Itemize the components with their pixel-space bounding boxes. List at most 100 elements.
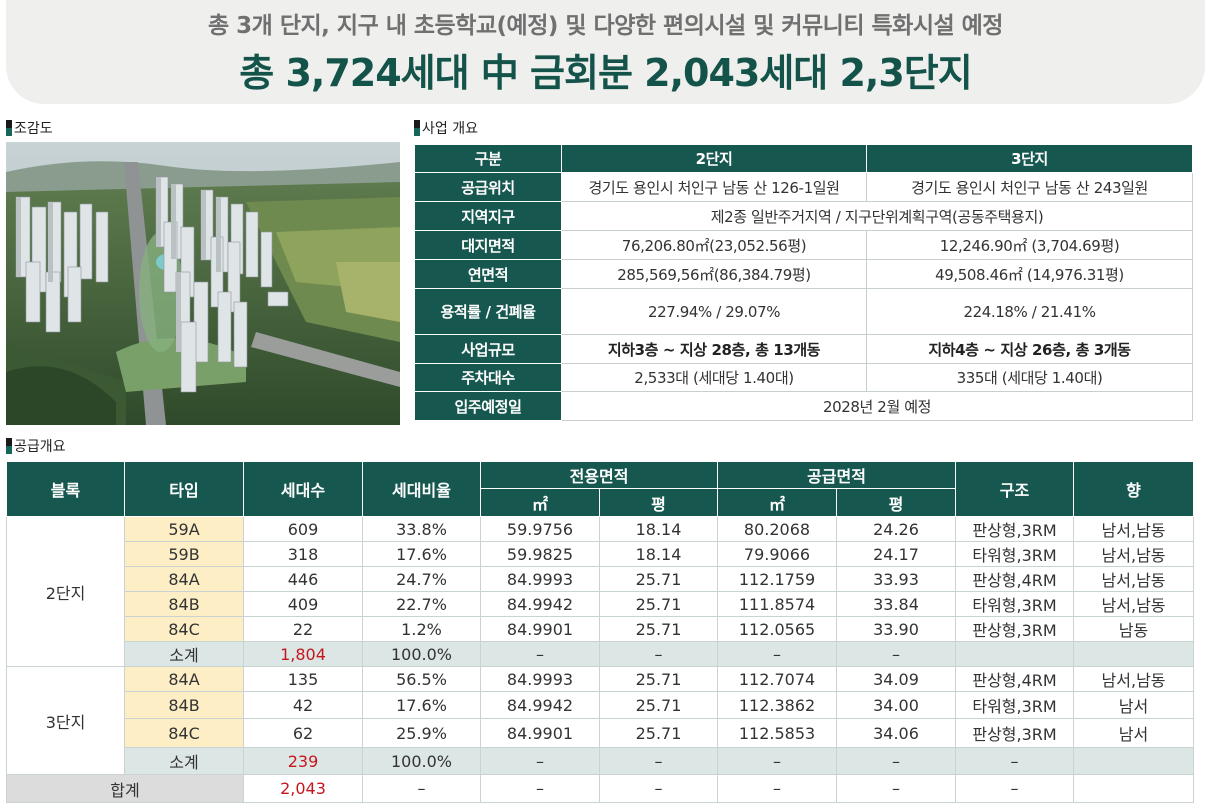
units-cell: 22: [243, 616, 363, 642]
subtotal-cell: [1073, 747, 1195, 775]
cell-value: 제2종 일반주거지역 / 지구단위계획구역(공동주택용지): [561, 201, 1193, 231]
table-row: 공급위치 경기도 용인시 처인구 남동 산 126-1일원 경기도 용인시 처인…: [414, 172, 1193, 202]
cell-value: 12,246.90㎡ (3,704.69평): [866, 230, 1193, 260]
supply-sqm-cell: 112.1759: [717, 566, 838, 592]
row-label: 연면적: [414, 259, 562, 289]
exclusive-pyeong-cell: 18.14: [598, 541, 719, 567]
total-cell: –: [717, 774, 838, 803]
ratio-cell: 24.7%: [362, 566, 481, 592]
type-cell: 84C: [124, 616, 244, 642]
header-block2: 2단지: [561, 144, 867, 173]
header-units: 세대수: [243, 461, 363, 517]
cell-value: 지하3층 ~ 지상 28층, 총 13개동: [561, 334, 867, 364]
cell-value: 227.94% / 29.07%: [561, 288, 867, 335]
cell-value: 지하4층 ~ 지상 26층, 총 3개동: [866, 334, 1193, 364]
section-supply-label: 공급개요: [6, 437, 66, 455]
section-overview-label: 사업 개요: [414, 119, 478, 137]
type-cell: 84A: [124, 566, 244, 592]
total-cell: –: [362, 774, 481, 803]
total-cell: [1073, 774, 1195, 803]
supply-pyeong-cell: 33.84: [836, 591, 957, 617]
total-cell: –: [955, 774, 1075, 803]
banner-subtitle: 총 3개 단지, 지구 내 초등학교(예정) 및 다양한 편의시설 및 커뮤니티…: [208, 13, 1003, 39]
type-cell: 59A: [124, 516, 244, 542]
ratio-cell: 56.5%: [362, 666, 481, 692]
subtotal-cell: –: [836, 747, 957, 775]
ratio-cell: 22.7%: [362, 591, 481, 617]
cell-value: 285,569,56㎡(86,384.79평): [561, 259, 867, 289]
direction-cell: 남서,남동: [1073, 516, 1195, 542]
exclusive-sqm-cell: 84.9993: [480, 566, 600, 592]
ratio-cell: 1.2%: [362, 616, 481, 642]
cell-value: 경기도 용인시 처인구 남동 산 126-1일원: [561, 172, 867, 202]
row-label: 사업규모: [414, 334, 562, 364]
units-cell: 409: [243, 591, 363, 617]
row-label: 입주예정일: [414, 391, 562, 421]
header-direction: 향: [1073, 461, 1195, 517]
units-cell: 609: [243, 516, 363, 542]
table-row: 84B 42 17.6% 84.9942 25.71 112.3862 34.0…: [7, 691, 1195, 719]
ratio-cell: 17.6%: [362, 691, 481, 719]
block-name: 2단지: [6, 516, 125, 667]
subtotal-cell: –: [480, 747, 600, 775]
exclusive-pyeong-cell: 25.71: [598, 666, 719, 692]
ratio-cell: 25.9%: [362, 718, 481, 748]
subtotal-row: 소계 1,804 100.0% – – – –: [7, 641, 1195, 667]
total-cell: –: [598, 774, 719, 803]
header-pyeong: 평: [836, 488, 957, 517]
direction-cell: 남동: [1073, 616, 1195, 642]
exclusive-sqm-cell: 84.9901: [480, 718, 600, 748]
cell-value: 경기도 용인시 처인구 남동 산 243일원: [866, 172, 1193, 202]
direction-cell: 남서,남동: [1073, 666, 1195, 692]
row-label: 공급위치: [414, 172, 562, 202]
table-row: 84C 22 1.2% 84.9901 25.71 112.0565 33.90…: [7, 616, 1195, 642]
exclusive-pyeong-cell: 25.71: [598, 591, 719, 617]
subtotal-cell: –: [480, 641, 600, 667]
structure-cell: 타워형,3RM: [955, 591, 1075, 617]
subtotal-cell: –: [836, 641, 957, 667]
table-row: 84B 409 22.7% 84.9942 25.71 111.8574 33.…: [7, 591, 1195, 617]
units-cell: 62: [243, 718, 363, 748]
supply-sqm-cell: 80.2068: [717, 516, 838, 542]
header-supply-area: 공급면적: [717, 461, 957, 489]
header-block: 블록: [6, 461, 125, 517]
section-marker-icon: [6, 120, 12, 136]
header-exclusive-area: 전용면적: [479, 461, 719, 489]
structure-cell: 판상형,3RM: [955, 616, 1075, 642]
exclusive-pyeong-cell: 25.71: [598, 616, 719, 642]
exclusive-sqm-cell: 59.9756: [480, 516, 600, 542]
table-row: 사업규모 지하3층 ~ 지상 28층, 총 13개동 지하4층 ~ 지상 26층…: [414, 334, 1193, 364]
section-aerial-label: 조감도: [6, 119, 53, 137]
subtotal-label: 소계: [124, 641, 244, 667]
top-banner: 총 3개 단지, 지구 내 초등학교(예정) 및 다양한 편의시설 및 커뮤니티…: [6, 0, 1205, 104]
supply-sqm-cell: 112.5853: [717, 718, 838, 748]
subtotal-label: 소계: [124, 747, 244, 775]
banner-title: 총 3,724세대 中 금회분 2,043세대 2,3단지: [239, 51, 972, 95]
table-header-row: ㎡ 평 ㎡ 평: [7, 488, 1194, 517]
total-cell: –: [836, 774, 957, 803]
direction-cell: 남서,남동: [1073, 566, 1195, 592]
subtotal-cell: –: [955, 747, 1075, 775]
exclusive-sqm-cell: 59.9825: [480, 541, 600, 567]
exclusive-sqm-cell: 84.9942: [480, 591, 600, 617]
subtotal-cell: [1073, 641, 1195, 667]
structure-cell: 타워형,3RM: [955, 691, 1075, 719]
subtotal-units: 239: [243, 747, 363, 775]
table-row: 지역지구 제2종 일반주거지역 / 지구단위계획구역(공동주택용지): [414, 201, 1193, 231]
row-label: 지역지구: [414, 201, 562, 231]
exclusive-pyeong-cell: 25.71: [598, 691, 719, 719]
subtotal-row: 소계 239 100.0% – – – – –: [7, 747, 1195, 775]
header-ratio: 세대비율: [362, 461, 481, 517]
table-row: 입주예정일 2028년 2월 예정: [414, 391, 1193, 421]
table-row: 연면적 285,569,56㎡(86,384.79평) 49,508.46㎡ (…: [414, 259, 1193, 289]
row-label: 대지면적: [414, 230, 562, 260]
block-name: 3단지: [6, 666, 125, 775]
table-header-row: 구분 2단지 3단지: [414, 144, 1193, 173]
section-marker-icon: [414, 120, 420, 136]
supply-sqm-cell: 79.9066: [717, 541, 838, 567]
cell-value: 2,533대 (세대당 1.40대): [561, 363, 867, 392]
supply-pyeong-cell: 34.09: [836, 666, 957, 692]
row-label: 주차대수: [414, 363, 562, 392]
table-row: 84C 62 25.9% 84.9901 25.71 112.5853 34.0…: [7, 718, 1195, 748]
type-cell: 84B: [124, 691, 244, 719]
